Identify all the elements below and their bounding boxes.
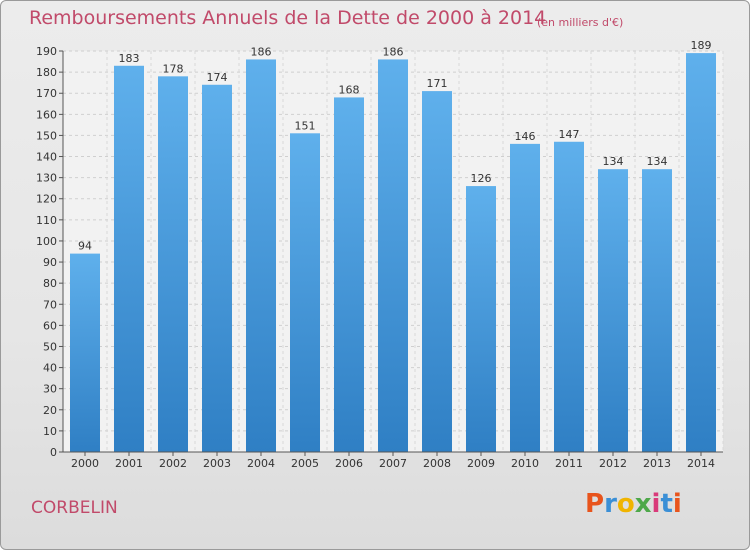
value-label: 134 [603, 155, 624, 168]
y-tick-label: 190 [36, 45, 57, 58]
bar-2013 [642, 169, 672, 453]
logo-letter: i [672, 489, 682, 519]
bar-2007 [378, 59, 408, 452]
logo-letter: x [634, 489, 652, 519]
x-tick-label: 2001 [115, 457, 143, 470]
value-label: 183 [119, 52, 140, 65]
y-tick-label: 100 [36, 235, 57, 248]
y-tick-label: 80 [43, 277, 57, 290]
y-tick-label: 60 [43, 319, 57, 332]
x-tick-label: 2009 [467, 457, 495, 470]
value-label: 186 [251, 45, 272, 58]
value-label: 126 [471, 172, 492, 185]
chart-title: Remboursements Annuels de la Dette de 20… [29, 7, 547, 29]
logo-letter: r [604, 489, 617, 519]
x-tick-label: 2010 [511, 457, 539, 470]
chart-unit-note: (en milliers d'€) [537, 16, 624, 29]
bar-2006 [334, 97, 364, 452]
y-tick-label: 50 [43, 340, 57, 353]
bar-2012 [598, 169, 628, 453]
x-tick-label: 2007 [379, 457, 407, 470]
bar-2004 [246, 59, 276, 452]
value-label: 151 [295, 119, 316, 132]
y-tick-label: 30 [43, 383, 57, 396]
y-tick-label: 140 [36, 151, 57, 164]
x-tick-label: 2003 [203, 457, 231, 470]
x-tick-label: 2000 [71, 457, 99, 470]
y-tick-label: 120 [36, 193, 57, 206]
x-tick-label: 2006 [335, 457, 363, 470]
logo-letter: t [660, 489, 673, 519]
y-tick-label: 90 [43, 256, 57, 269]
logo-letter: o [616, 489, 635, 519]
x-tick-label: 2013 [643, 457, 671, 470]
bar-2005 [290, 133, 320, 452]
value-label: 178 [163, 62, 184, 75]
value-label: 186 [383, 45, 404, 58]
y-tick-label: 10 [43, 425, 57, 438]
x-tick-label: 2008 [423, 457, 451, 470]
y-tick-label: 160 [36, 108, 57, 121]
x-tick-label: 2012 [599, 457, 627, 470]
value-label: 146 [515, 130, 536, 143]
bar-2003 [202, 84, 232, 452]
bar-2002 [158, 76, 188, 452]
value-label: 147 [559, 128, 580, 141]
value-label: 134 [647, 155, 668, 168]
y-tick-label: 110 [36, 214, 57, 227]
y-tick-label: 20 [43, 404, 57, 417]
bar-2010 [510, 143, 540, 452]
logo-letter: P [585, 489, 605, 519]
value-label: 174 [207, 71, 228, 84]
logo-letter: i [651, 489, 661, 519]
y-tick-label: 180 [36, 66, 57, 79]
value-label: 94 [78, 240, 92, 253]
y-tick-label: 0 [50, 446, 57, 459]
y-tick-label: 150 [36, 129, 57, 142]
x-tick-label: 2005 [291, 457, 319, 470]
y-tick-label: 70 [43, 298, 57, 311]
x-tick-label: 2002 [159, 457, 187, 470]
value-label: 171 [427, 77, 448, 90]
y-tick-label: 40 [43, 362, 57, 375]
bar-2000 [70, 253, 100, 452]
commune-name: CORBELIN [31, 498, 118, 518]
proxiti-logo: Proxiti [585, 489, 682, 519]
bar-2011 [554, 141, 584, 452]
bar-2014 [686, 53, 716, 452]
y-tick-label: 130 [36, 172, 57, 185]
value-label: 168 [339, 83, 360, 96]
bar-2001 [114, 65, 144, 452]
y-tick-label: 170 [36, 87, 57, 100]
value-label: 189 [691, 39, 712, 52]
x-tick-label: 2004 [247, 457, 275, 470]
x-tick-label: 2014 [687, 457, 715, 470]
bar-2009 [466, 186, 496, 453]
x-tick-label: 2011 [555, 457, 583, 470]
bar-2008 [422, 91, 452, 452]
